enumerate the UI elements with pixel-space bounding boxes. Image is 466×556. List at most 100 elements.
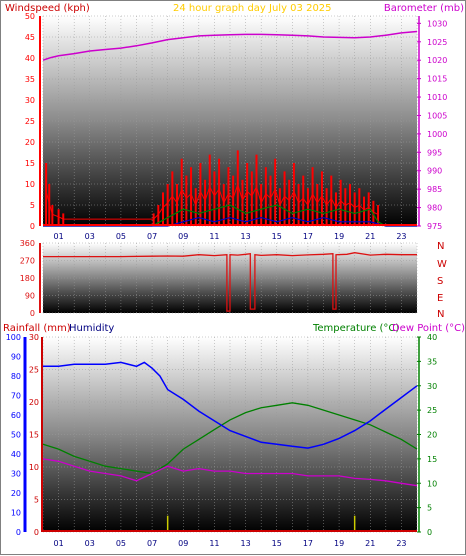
temp-tick-label: 20 [427,431,437,440]
top-hour-label: 11 [209,232,219,241]
baro-tick-label: 1000 [427,130,447,139]
compass-w-label: W [437,259,447,270]
humidity-tick-label: 90 [11,353,21,362]
direction-tick-label: 90 [25,292,35,301]
rain-tick-label: 10 [29,463,39,472]
top-hour-label: 17 [303,232,313,241]
top-hour-label: 09 [178,232,188,241]
temperature-axis-title: Temperature (°C) [312,323,399,334]
baro-tick-label: 990 [427,167,442,176]
avg-wind-line [43,204,417,227]
bottom-hour-label: 01 [53,539,63,548]
windspeed-axis-title: Windspeed (kph) [5,3,90,14]
wind-tick-label: 20 [25,138,35,147]
temp-tick-label: 0 [427,528,432,537]
rain-tick-label: 15 [29,431,39,440]
baro-tick-label: 975 [427,222,442,231]
bottom-hour-label: 13 [240,539,250,548]
wind-tick-label: 15 [25,159,35,168]
humidity-tick-label: 80 [11,372,21,381]
baro-tick-label: 1010 [427,93,447,102]
bottom-hour-label: 09 [178,539,188,548]
direction-tick-label: 0 [30,309,35,318]
compass-s-label: S [437,276,443,287]
top-hour-label: 01 [53,232,63,241]
temperature-line [42,402,418,475]
bottom-hour-label: 15 [272,539,282,548]
temp-tick-label: 10 [427,479,437,488]
top-hour-label: 13 [240,232,250,241]
temp-tick-label: 35 [427,357,437,366]
barometer-line [42,30,418,61]
rain-tick-label: 0 [34,528,39,537]
baro-tick-label: 1005 [427,111,447,120]
rain-tick-label: 20 [29,398,39,407]
direction-tick-label: 360 [20,239,35,248]
top-hour-label: 23 [396,232,406,241]
top-hour-label: 07 [147,232,157,241]
dewpoint-axis-title: Dew Point (°C) [392,323,465,334]
bottom-hour-label: 19 [334,539,344,548]
compass-n2-label: N [437,309,444,320]
baro-tick-label: 1015 [427,75,447,84]
humidity-line [43,361,418,449]
wind-speed-line [45,182,379,220]
compass-n-label: N [437,241,444,252]
low-wind-line [43,216,417,227]
wind-direction-line [43,252,417,312]
wind-tick-label: 35 [25,75,35,84]
rain-tick-label: 30 [29,333,39,342]
temp-tick-label: 5 [427,504,432,513]
wind-tick-label: 30 [25,96,35,105]
baro-tick-label: 1030 [427,19,447,28]
wind-tick-label: 50 [25,12,35,21]
humidity-tick-label: 40 [11,450,21,459]
direction-tick-label: 180 [20,274,35,283]
wind-tick-label: 40 [25,54,35,63]
temp-tick-label: 40 [427,333,437,342]
wind-tick-label: 10 [25,180,35,189]
bottom-hour-label: 07 [147,539,157,548]
humidity-tick-label: 50 [11,431,21,440]
top-hour-label: 15 [272,232,282,241]
compass-e-label: E [437,293,443,304]
dewpoint-line [42,458,418,487]
top-hour-label: 21 [365,232,375,241]
temp-tick-label: 15 [427,455,437,464]
top-hour-label: 19 [334,232,344,241]
baro-tick-label: 985 [427,185,442,194]
baro-tick-label: 995 [427,148,442,157]
top-hour-label: 03 [85,232,95,241]
direction-tick-label: 270 [20,257,35,266]
wind-tick-label: 25 [25,117,35,126]
bottom-hour-label: 17 [303,539,313,548]
bottom-hour-label: 11 [209,539,219,548]
wind-tick-label: 0 [30,222,35,231]
humidity-tick-label: 20 [11,489,21,498]
wind-tick-label: 5 [30,201,35,210]
humidity-tick-label: 70 [11,392,21,401]
temp-tick-label: 30 [427,382,437,391]
wind-tick-label: 45 [25,33,35,42]
rain-tick-label: 5 [34,496,39,505]
graph-title: 24 hour graph day July 03 2025 [173,3,332,14]
barometer-axis-title: Barometer (mb) [384,3,464,14]
baro-tick-label: 1020 [427,56,447,65]
bottom-hour-label: 03 [85,539,95,548]
humidity-tick-label: 10 [11,509,21,518]
humidity-axis-title: Humidity [69,323,114,334]
humidity-tick-label: 60 [11,411,21,420]
temp-tick-label: 25 [427,406,437,415]
humidity-tick-label: 0 [16,528,21,537]
rainfall-axis-title: Rainfall (mm) [3,323,71,334]
humidity-tick-label: 30 [11,470,21,479]
humidity-tick-label: 100 [6,333,21,342]
bottom-hour-label: 23 [396,539,406,548]
bottom-hour-label: 05 [116,539,126,548]
bottom-hour-label: 21 [365,539,375,548]
rain-tick-label: 25 [29,366,39,375]
top-hour-label: 05 [116,232,126,241]
baro-tick-label: 1025 [427,38,447,47]
